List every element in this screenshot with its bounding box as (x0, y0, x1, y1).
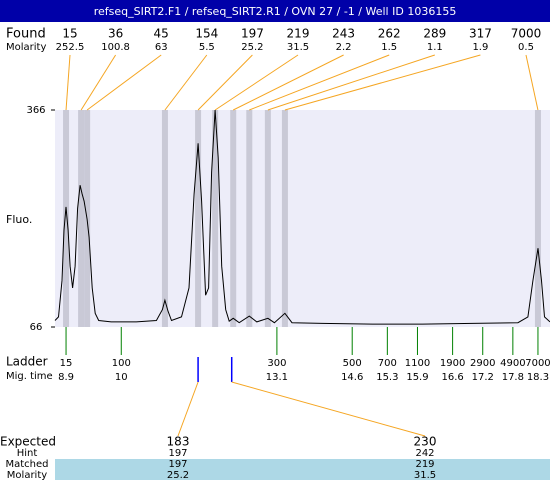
ladder-time: 17.2 (472, 372, 494, 383)
ladder-time: 8.9 (58, 372, 74, 383)
expected-hint: 197 (168, 448, 187, 459)
ladder-size: 500 (343, 358, 362, 369)
found-size: 317 (469, 27, 492, 41)
found-molarity: 31.5 (287, 42, 309, 53)
found-molarity: 1.9 (472, 42, 488, 53)
found-molarity: 1.1 (427, 42, 443, 53)
peak-connector (214, 54, 299, 111)
expected-size: 183 (167, 435, 190, 449)
peak-band (161, 110, 168, 327)
title-bar (0, 0, 550, 22)
y-tick-label: 366 (26, 105, 45, 116)
ladder-time: 16.6 (441, 372, 463, 383)
ladder-size: 1900 (440, 358, 465, 369)
peak-connector (164, 54, 208, 111)
found-size: 15 (62, 27, 77, 41)
trace (54, 109, 550, 325)
ladder-time: 10 (115, 372, 128, 383)
y-label: Fluo. (6, 213, 32, 226)
matched-band (55, 459, 550, 480)
ladder-size: 700 (378, 358, 397, 369)
ladder-time: 15.9 (406, 372, 428, 383)
found-size: 154 (195, 27, 218, 41)
expected-connector (177, 381, 199, 437)
found-size: 289 (423, 27, 446, 41)
mig-time-label: Mig. time (6, 371, 53, 382)
expected-matched: 197 (168, 459, 187, 470)
expected-molarity: 31.5 (414, 470, 436, 480)
y-tick-label: 66 (30, 322, 43, 333)
molarity-label: Molarity (6, 42, 46, 53)
matched-label: Matched (5, 459, 48, 470)
found-size: 219 (287, 27, 310, 41)
found-molarity: 63 (155, 42, 168, 53)
peak-band (264, 110, 271, 327)
peak-band (78, 110, 85, 327)
ladder-size: 7000 (525, 358, 550, 369)
expected-label: Expected (0, 435, 56, 449)
peak-connector (284, 54, 481, 111)
found-size: 36 (108, 27, 123, 41)
found-label: Found (6, 27, 46, 42)
found-size: 197 (241, 27, 264, 41)
ladder-size: 15 (60, 358, 73, 369)
peak-connector (525, 54, 539, 111)
expected-matched: 219 (415, 459, 434, 470)
peak-band (212, 110, 219, 327)
expected-molarity: 25.2 (167, 470, 189, 480)
found-molarity: 252.5 (56, 42, 85, 53)
expected-hint: 242 (415, 448, 434, 459)
found-size: 243 (332, 27, 355, 41)
peak-connector (80, 54, 117, 111)
found-molarity: 2.2 (336, 42, 352, 53)
found-molarity: 5.5 (199, 42, 215, 53)
ladder-label: Ladder (6, 355, 48, 369)
peak-band (230, 110, 237, 327)
peak-band (246, 110, 253, 327)
expected-molarity-label: Molarity (7, 470, 47, 480)
peak-band (195, 110, 202, 327)
peak-connector (267, 54, 435, 111)
expected-connector (231, 381, 426, 437)
peak-connector (197, 54, 253, 111)
ladder-time: 18.3 (527, 372, 549, 383)
peak-band (281, 110, 288, 327)
peak-band (63, 110, 70, 327)
ladder-size: 4900 (500, 358, 525, 369)
title: refseq_SIRT2.F1 / refseq_SIRT2.R1 / OVN … (94, 5, 457, 18)
ladder-size: 2900 (470, 358, 495, 369)
ladder-size: 1100 (405, 358, 430, 369)
found-molarity: 0.5 (518, 42, 534, 53)
hint-label: Hint (17, 448, 38, 459)
found-size: 262 (378, 27, 401, 41)
peak-connector (86, 54, 162, 111)
expected-size: 230 (414, 435, 437, 449)
ladder-time: 15.3 (376, 372, 398, 383)
ladder-time: 14.6 (341, 372, 363, 383)
peak-connector (65, 54, 71, 111)
ladder-time: 13.1 (266, 372, 288, 383)
found-molarity: 100.8 (101, 42, 130, 53)
plot-area (55, 110, 550, 327)
peak-band (534, 110, 541, 327)
found-size: 45 (154, 27, 169, 41)
found-size: 7000 (511, 27, 542, 41)
found-molarity: 25.2 (241, 42, 263, 53)
peak-connector (232, 54, 344, 111)
peak-connector (249, 54, 390, 111)
ladder-size: 100 (112, 358, 131, 369)
ladder-size: 300 (267, 358, 286, 369)
ladder-time: 17.8 (502, 372, 524, 383)
found-molarity: 1.5 (381, 42, 397, 53)
